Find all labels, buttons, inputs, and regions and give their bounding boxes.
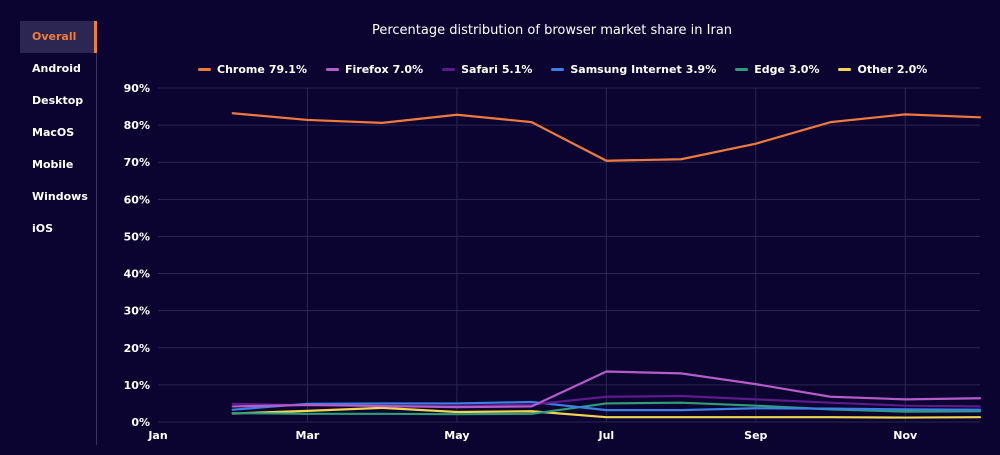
legend-item-other[interactable]: Other 2.0% xyxy=(838,63,927,76)
x-tick-label: Jul xyxy=(598,429,615,442)
x-tick-label: Jan xyxy=(147,429,167,442)
y-tick-label: 30% xyxy=(124,305,150,318)
tab-mobile[interactable]: Mobile xyxy=(32,158,74,171)
chart-legend: Chrome 79.1% Firefox 7.0% Safari 5.1% Samsung … xyxy=(198,61,927,77)
tab-ios[interactable]: iOS xyxy=(32,222,54,235)
y-tick-label: 60% xyxy=(124,193,150,206)
legend-label: Firefox xyxy=(344,62,389,76)
chart-area: Percentage distribution of browser marke… xyxy=(100,0,1000,455)
legend-label: Samsung Internet xyxy=(570,62,682,76)
y-tick-label: 20% xyxy=(124,342,150,355)
line-chart: Percentage distribution of browser marke… xyxy=(124,23,982,442)
y-tick-label: 70% xyxy=(124,156,150,169)
legend-item-chrome[interactable]: Chrome 79.1% xyxy=(198,63,307,76)
legend-item-firefox[interactable]: Firefox 7.0% xyxy=(325,62,424,76)
legend-swatch xyxy=(442,67,456,71)
legend-value: 3.9% xyxy=(685,62,717,76)
x-tick-label: Mar xyxy=(296,429,320,442)
legend-value: 2.0% xyxy=(896,62,928,76)
chart-title: Percentage distribution of browser marke… xyxy=(372,23,732,38)
sidebar-nav: Overall Android Desktop MacOS Mobile Win… xyxy=(20,21,97,445)
y-tick-label: 80% xyxy=(124,119,150,132)
legend-label: Safari xyxy=(461,62,498,76)
legend-value: 5.1% xyxy=(501,62,533,76)
legend-item-edge[interactable]: Edge 3.0% xyxy=(735,63,819,76)
y-tick-label: 50% xyxy=(124,230,150,243)
legend-value: 7.0% xyxy=(392,62,424,76)
series-line-samsung-internet xyxy=(231,400,982,412)
legend-swatch xyxy=(325,67,339,71)
series-line-other xyxy=(231,406,982,419)
series-line-edge xyxy=(231,401,982,416)
legend-swatch xyxy=(838,67,852,71)
legend-item-safari[interactable]: Safari 5.1% xyxy=(442,63,532,76)
legend-label: Other xyxy=(857,62,893,76)
legend-value: 3.0% xyxy=(788,62,820,76)
x-tick-label: May xyxy=(444,429,469,442)
tab-windows[interactable]: Windows xyxy=(32,190,88,203)
legend-swatch xyxy=(198,67,211,71)
series-line-chrome xyxy=(231,112,982,162)
legend-label: Edge xyxy=(754,62,785,76)
tab-android[interactable]: Android xyxy=(32,62,81,75)
tab-macos[interactable]: MacOS xyxy=(32,126,75,139)
y-tick-label: 90% xyxy=(124,82,150,95)
tab-desktop[interactable]: Desktop xyxy=(32,94,84,107)
series-line-firefox xyxy=(231,370,982,409)
legend-swatch xyxy=(551,67,565,71)
legend-swatch xyxy=(735,67,749,71)
tab-overall[interactable]: Overall xyxy=(20,21,97,53)
x-tick-label: Sep xyxy=(744,429,767,442)
x-tick-label: Nov xyxy=(893,429,918,442)
legend-value: 79.1% xyxy=(268,62,307,76)
legend-item-samsung-internet[interactable]: Samsung Internet 3.9% xyxy=(551,63,716,76)
legend-label: Chrome xyxy=(217,62,265,76)
y-tick-label: 0% xyxy=(131,416,150,429)
y-tick-label: 40% xyxy=(124,268,150,281)
y-tick-label: 10% xyxy=(124,379,150,392)
